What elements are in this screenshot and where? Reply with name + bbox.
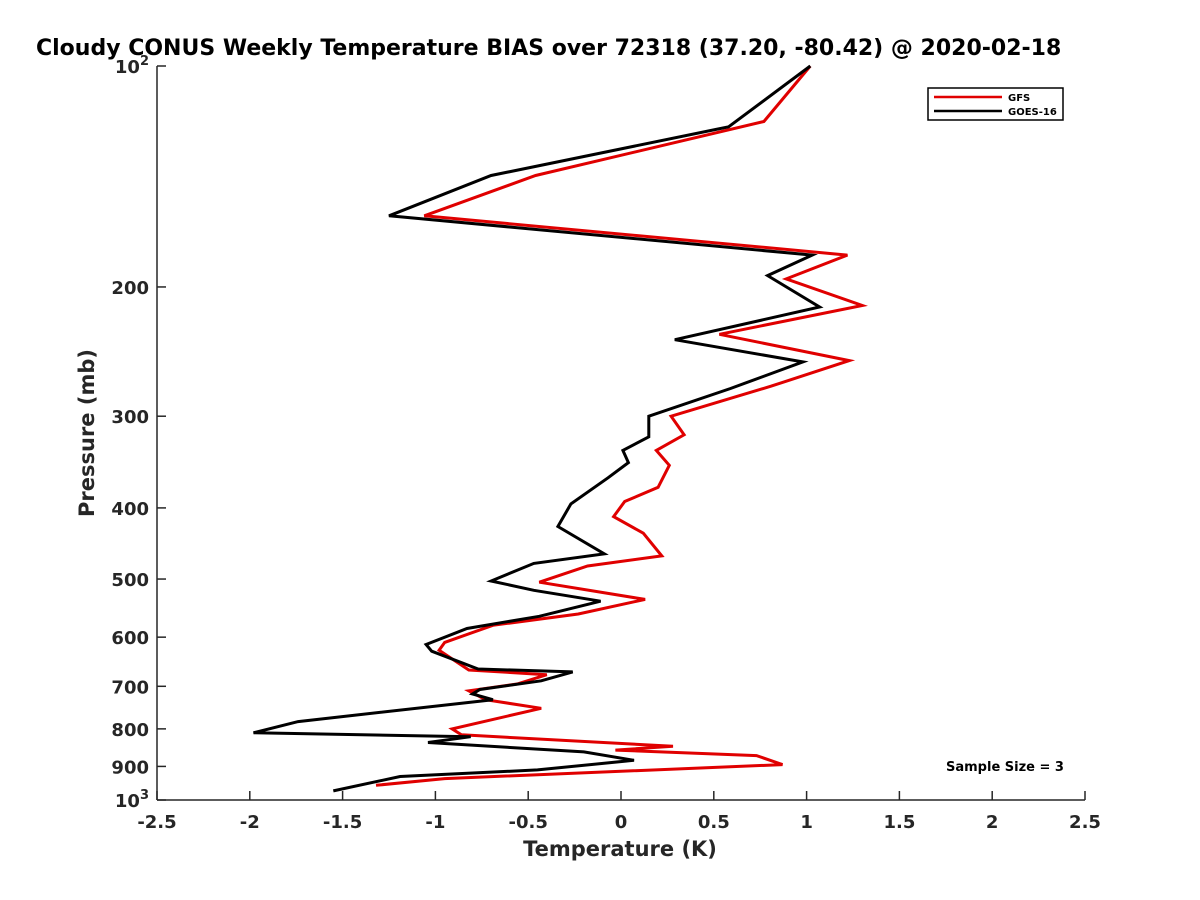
x-tick-label: -1.5 [323,812,362,833]
legend-box [927,87,1064,121]
x-tick-label: -2.5 [137,812,176,833]
x-tick-label: 2.5 [1069,812,1101,833]
x-tick-label: -0.5 [509,812,548,833]
x-tick-label: 0 [615,812,628,833]
y-tick-label: 200 [111,278,149,299]
y-tick-label: 500 [111,570,149,591]
chart-title: Cloudy CONUS Weekly Temperature BIAS ove… [36,36,1061,61]
x-tick-label: -2 [240,812,260,833]
y-tick-label: 600 [111,628,149,649]
x-axis-label: Temperature (K) [523,837,717,861]
x-tick-label: 2 [986,812,999,833]
y-tick-label: 800 [111,720,149,741]
y-tick-label: 103 [115,788,149,812]
series-line-gfs [375,65,868,787]
y-tick-label: 700 [111,677,149,698]
y-tick-label: 102 [115,54,149,78]
legend-label-goes16: GOES-16 [1008,107,1057,118]
legend-label-gfs: GFS [1008,93,1030,104]
y-axis-label: Pressure (mb) [75,349,99,517]
y-tick-label: 900 [111,757,149,778]
x-tick-label: 0.5 [698,812,730,833]
plot-axes [156,66,1085,801]
legend: GFS GOES-16 [927,87,1064,121]
y-tick-label: 400 [111,499,149,520]
x-tick-label: -1 [425,812,445,833]
series-layer [253,64,868,793]
x-tick-label: 1 [800,812,813,833]
x-tick-label: 1.5 [883,812,915,833]
axis-ticks: -2.5 -2 -1.5 -1 -0.5 0 0.5 1 1.5 2 2.5 102 200 300 400… [111,54,1101,833]
y-tick-label: 300 [111,407,149,428]
sample-size-annotation: Sample Size = 3 [946,760,1064,775]
series-line-goes16 [253,64,824,793]
